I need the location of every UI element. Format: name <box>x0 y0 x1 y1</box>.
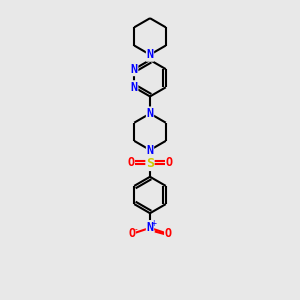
Text: N: N <box>131 63 138 76</box>
Text: N: N <box>146 220 154 234</box>
Text: O: O <box>127 156 134 169</box>
Text: -: - <box>134 225 137 234</box>
Text: N: N <box>146 48 154 61</box>
Text: N: N <box>146 107 154 120</box>
Text: O: O <box>165 227 172 240</box>
Text: N: N <box>131 81 138 94</box>
Text: S: S <box>146 158 154 170</box>
Text: +: + <box>150 219 156 228</box>
Text: N: N <box>146 143 154 157</box>
Text: O: O <box>166 156 173 169</box>
Text: O: O <box>128 227 135 240</box>
